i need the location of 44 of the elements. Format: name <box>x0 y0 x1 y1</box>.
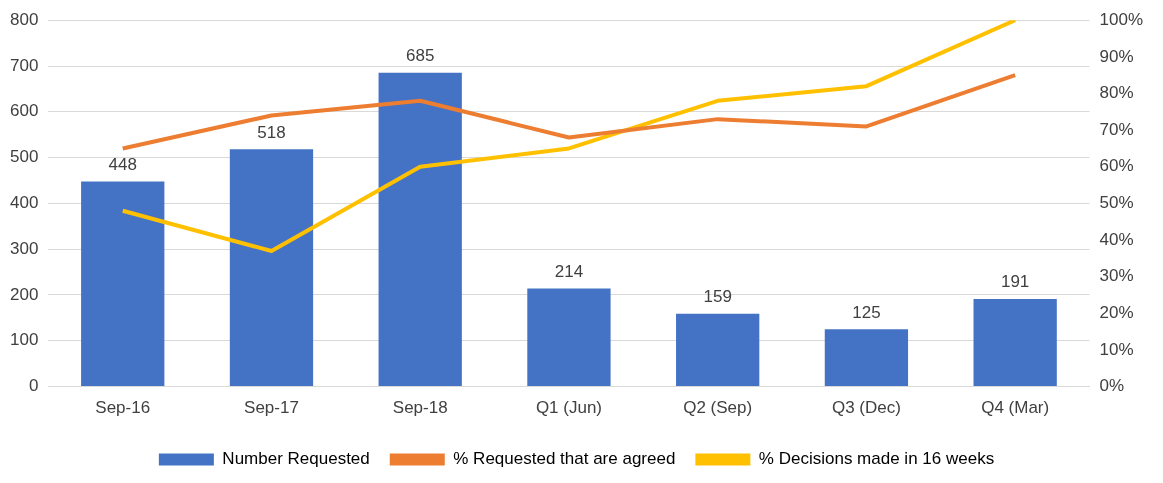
legend-label: Number Requested <box>222 449 370 469</box>
bar <box>81 181 165 387</box>
bar <box>378 72 462 387</box>
y-tick-label: 100 <box>9 330 39 350</box>
bar <box>973 299 1057 387</box>
legend-label: % Requested that are agreed <box>453 449 676 469</box>
y2-tick-label: 40% <box>1099 229 1134 249</box>
y-tick-label: 500 <box>9 147 39 167</box>
x-tick-label: Sep-16 <box>95 398 151 418</box>
data-label: 448 <box>108 154 137 174</box>
y2-tick-label: 90% <box>1099 46 1134 66</box>
x-tick-label: Q1 (Jun) <box>535 398 603 418</box>
x-tick-label: Q4 (Mar) <box>981 398 1050 418</box>
y2-tick-label: 60% <box>1099 156 1134 176</box>
y2-tick-label: 30% <box>1099 266 1134 286</box>
bar <box>229 149 314 387</box>
y-tick-label: 600 <box>9 101 39 121</box>
data-label: 125 <box>852 302 881 322</box>
bar <box>824 329 909 387</box>
y-tick-label: 200 <box>9 284 39 304</box>
bar <box>676 313 760 387</box>
y2-tick-label: 80% <box>1099 83 1134 103</box>
x-tick-label: Sep-18 <box>392 398 448 418</box>
y2-tick-label: 10% <box>1099 339 1134 359</box>
y-tick-label: 300 <box>9 238 39 258</box>
data-label: 518 <box>257 122 286 142</box>
data-label: 159 <box>703 286 732 306</box>
data-label: 191 <box>1000 272 1030 292</box>
y2-tick-label: 70% <box>1099 119 1134 139</box>
data-label: 685 <box>406 46 435 66</box>
y-tick-label: 400 <box>9 193 39 213</box>
y-tick-label: 800 <box>9 9 39 29</box>
y2-tick-label: 50% <box>1099 193 1134 213</box>
y-tick-label: 700 <box>9 55 39 75</box>
x-tick-label: Q3 (Dec) <box>831 398 901 418</box>
legend-label: % Decisions made in 16 weeks <box>758 449 995 469</box>
x-tick-label: Sep-17 <box>244 398 299 418</box>
x-tick-label: Q2 (Sep) <box>683 398 753 418</box>
y-tick-label: 0 <box>28 376 39 396</box>
y2-tick-label: 100% <box>1099 9 1143 29</box>
data-label: 214 <box>554 261 584 281</box>
y2-tick-label: 20% <box>1099 303 1134 323</box>
bar <box>527 288 611 387</box>
y2-tick-label: 0% <box>1099 376 1125 396</box>
